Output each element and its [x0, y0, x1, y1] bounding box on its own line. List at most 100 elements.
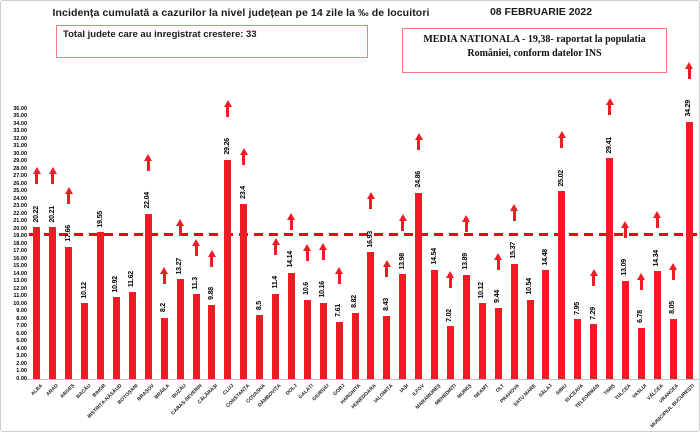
increase-arrow-icon: [637, 272, 646, 290]
y-axis-tick-label: 19.00: [13, 233, 27, 239]
bar-tulcea: [621, 280, 629, 379]
y-axis-tick-label: 28.00: [13, 165, 27, 172]
bar-value-label: 14.48: [541, 248, 549, 266]
increase-arrow-icon: [605, 98, 614, 116]
bar-value-label: 34.29: [685, 100, 693, 117]
x-axis-baseline: [27, 379, 699, 380]
increase-arrow-icon: [192, 238, 201, 256]
y-axis-tick-label: 6.00: [16, 330, 27, 337]
increase-arrow-icon: [176, 219, 185, 237]
bar-prahova: [510, 263, 518, 379]
increase-arrow-icon: [239, 148, 248, 166]
bar-ia-i: [399, 274, 407, 379]
increase-arrow-icon: [144, 153, 153, 171]
bar-ilfov: [415, 192, 423, 379]
increase-arrow-icon: [589, 268, 598, 286]
x-axis-label: DOLJ: [285, 383, 299, 397]
bar-value-label: 11.62: [128, 270, 136, 287]
chart-title: Incidența cumulată a cazurilor la nivel …: [52, 7, 430, 19]
report-date: 08 FEBRUARIE 2022: [489, 6, 593, 18]
bar-bistri-a-n-s-ud: [112, 297, 120, 379]
bar-timi-: [606, 158, 614, 379]
bar-satu-mare: [526, 299, 534, 379]
x-axis-label: TULCEA: [614, 383, 633, 402]
increase-arrow-icon: [653, 211, 662, 229]
bar-value-label: 19.55: [96, 210, 104, 228]
y-axis-tick-label: 4.00: [16, 345, 27, 352]
bar-value-label: 25.02: [557, 169, 565, 187]
bar-cara-severin: [192, 294, 200, 379]
national-average-line2: României, conform datelor INS: [467, 47, 602, 59]
bar-neam-: [478, 303, 486, 379]
x-axis-label: OLT: [494, 383, 506, 395]
x-axis-label: SĂLAJ: [537, 383, 554, 399]
y-axis-tick-label: 11.00: [13, 293, 27, 299]
y-axis-tick-label: 2.00: [16, 360, 27, 367]
bar-vaslui: [637, 328, 645, 379]
bar-value-label: 22.04: [144, 192, 152, 209]
bar-value-label: 14.54: [430, 248, 438, 265]
increase-arrow-icon: [48, 167, 57, 185]
y-axis-tick-label: 34.00: [13, 120, 27, 127]
increase-arrow-icon: [669, 263, 678, 281]
y-axis-tick-label: 24.00: [13, 195, 27, 202]
bar-buz-u: [176, 279, 184, 379]
bar-value-label: 29.26: [223, 138, 231, 155]
increase-arrow-icon: [446, 270, 455, 288]
bar-value-label: 11.3: [192, 276, 199, 290]
y-axis-tick-label: 20.00: [13, 225, 27, 232]
bar-c-l-ra-i: [208, 304, 216, 379]
increase-arrow-icon: [382, 260, 391, 278]
increase-arrow-icon: [510, 203, 519, 221]
bar-constan-a: [240, 203, 248, 379]
bar-value-label: 14.14: [287, 251, 295, 268]
x-axis-label: ALBA: [30, 383, 45, 398]
bar-value-label: 13.89: [462, 253, 470, 270]
bar-municipiul-bucure-ti: [685, 121, 693, 379]
y-axis-tick-label: 8.00: [16, 315, 27, 322]
bar-value-label: 10.12: [80, 281, 88, 299]
increase-arrow-icon: [32, 167, 41, 185]
bar-bra-ov: [144, 213, 152, 379]
bar-vrancea: [669, 318, 677, 379]
y-axis-tick-label: 7.00: [16, 323, 27, 329]
y-axis-tick-label: 16.00: [13, 255, 27, 262]
bar-value-label: 8.82: [351, 295, 359, 308]
national-average-dashed-line: [29, 232, 697, 236]
bar-value-label: 15.37: [510, 242, 518, 259]
bar-value-label: 29.41: [605, 136, 613, 154]
y-axis-tick-label: 0.00: [16, 375, 27, 382]
bar-mure-: [462, 274, 470, 379]
increase-arrow-icon: [64, 186, 73, 204]
x-axis-label: SIBIU: [555, 383, 570, 397]
bar-v-lcea: [653, 271, 661, 379]
increase-arrow-icon: [557, 131, 566, 149]
bar-value-label: 13.98: [398, 252, 406, 270]
bar-value-label: 6.78: [637, 310, 645, 324]
bar-value-label: 8.2: [160, 303, 168, 313]
bar-value-label: 9.44: [494, 290, 502, 304]
x-axis-label: IAȘI: [398, 383, 411, 395]
increase-arrow-icon: [462, 214, 471, 232]
y-axis-tick-label: 33.00: [13, 128, 27, 134]
y-axis-tick-label: 5.00: [16, 338, 27, 344]
y-axis-tick-label: 30.00: [13, 150, 27, 157]
y-axis-tick-label: 17.00: [13, 248, 27, 254]
increase-arrow-icon: [287, 212, 296, 230]
x-axis-label: ARGEȘ: [59, 383, 77, 400]
increase-arrow-icon: [494, 252, 503, 270]
bar-value-label: 13.09: [621, 259, 629, 276]
bar-value-label: 9.88: [207, 287, 215, 300]
y-axis-tick-label: 13.00: [13, 278, 27, 284]
y-axis-tick-label: 3.00: [16, 353, 27, 359]
bar-giurgiu: [319, 302, 327, 379]
bar-value-label: 11.4: [271, 276, 279, 289]
bar-value-label: 20.22: [32, 205, 40, 223]
y-axis-tick-label: 1.00: [16, 368, 27, 374]
growth-counties-text: Total judete care au inregistrat crester…: [63, 29, 257, 40]
increase-arrow-icon: [223, 99, 232, 117]
bar-value-label: 10.92: [112, 275, 120, 293]
y-axis-tick-label: 18.00: [13, 240, 27, 247]
bar-value-label: 8.43: [382, 297, 390, 311]
